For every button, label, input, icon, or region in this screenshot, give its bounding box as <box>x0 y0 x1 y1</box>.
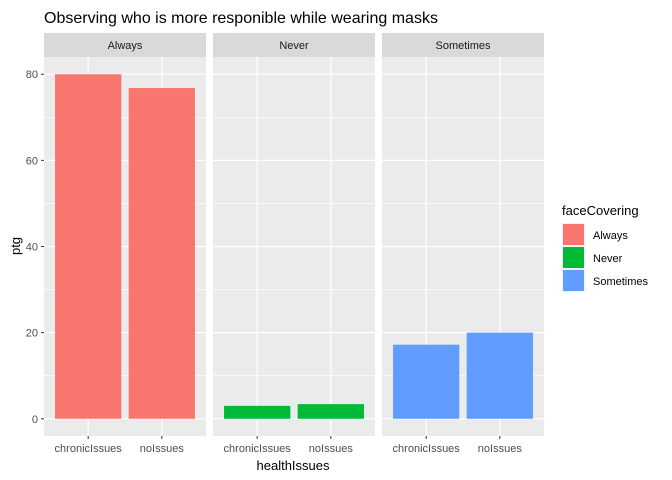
x-tick-label: noIssues <box>140 443 185 455</box>
legend-item-never: Never <box>562 246 623 269</box>
bar-always-noissues <box>128 88 195 419</box>
legend-swatch <box>563 247 584 268</box>
bar-sometimes-noissues <box>466 332 533 419</box>
legend-label: Always <box>593 230 628 242</box>
legend-label: Sometimes <box>593 276 649 288</box>
y-tick-label: 0 <box>32 414 38 426</box>
y-tick-label: 20 <box>26 328 38 340</box>
bar-always-chronicissues <box>55 74 122 419</box>
x-axis-title: healthIssues <box>257 458 330 473</box>
facet-strip <box>382 33 544 57</box>
bar-never-noissues <box>297 404 364 419</box>
bar-sometimes-chronicissues <box>393 344 460 419</box>
bar-never-chronicissues <box>224 405 291 419</box>
legend-label: Never <box>593 253 623 265</box>
x-tick-label: chronicIssues <box>224 443 292 455</box>
facet-panel-never: Never chronicIssues noIssues <box>213 33 375 455</box>
x-tick-label: chronicIssues <box>55 443 123 455</box>
legend-item-always: Always <box>562 223 628 246</box>
x-tick-label: chronicIssues <box>393 443 461 455</box>
y-tick-label: 60 <box>26 155 38 167</box>
chart-title: Observing who is more responible while w… <box>44 10 438 27</box>
facet-panels: Always chronicIssues noIssues Never chronicI… <box>44 33 544 455</box>
facet-panel-sometimes: Sometimes chronicIssues noIssues <box>382 33 544 455</box>
facet-strip <box>44 33 206 57</box>
y-tick-label: 40 <box>26 242 38 254</box>
x-tick-label: noIssues <box>309 443 354 455</box>
x-tick-label: noIssues <box>478 443 523 455</box>
facet-strip <box>213 33 375 57</box>
legend-swatch <box>563 270 584 291</box>
legend-items: Always Never Sometimes <box>562 223 649 292</box>
facet-strip-label: Never <box>279 40 309 52</box>
facet-strip-label: Sometimes <box>435 40 491 52</box>
facet-panel-always: Always chronicIssues noIssues <box>44 33 206 455</box>
y-axis: 0 20 40 60 80 <box>26 69 44 426</box>
y-tick-label: 80 <box>26 69 38 81</box>
legend: faceCovering Always Never Sometimes <box>562 203 649 292</box>
y-axis-title: ptg <box>8 237 23 255</box>
facet-strip-label: Always <box>108 40 143 52</box>
legend-item-sometimes: Sometimes <box>562 269 649 292</box>
legend-swatch <box>563 224 584 245</box>
legend-title: faceCovering <box>562 203 639 218</box>
